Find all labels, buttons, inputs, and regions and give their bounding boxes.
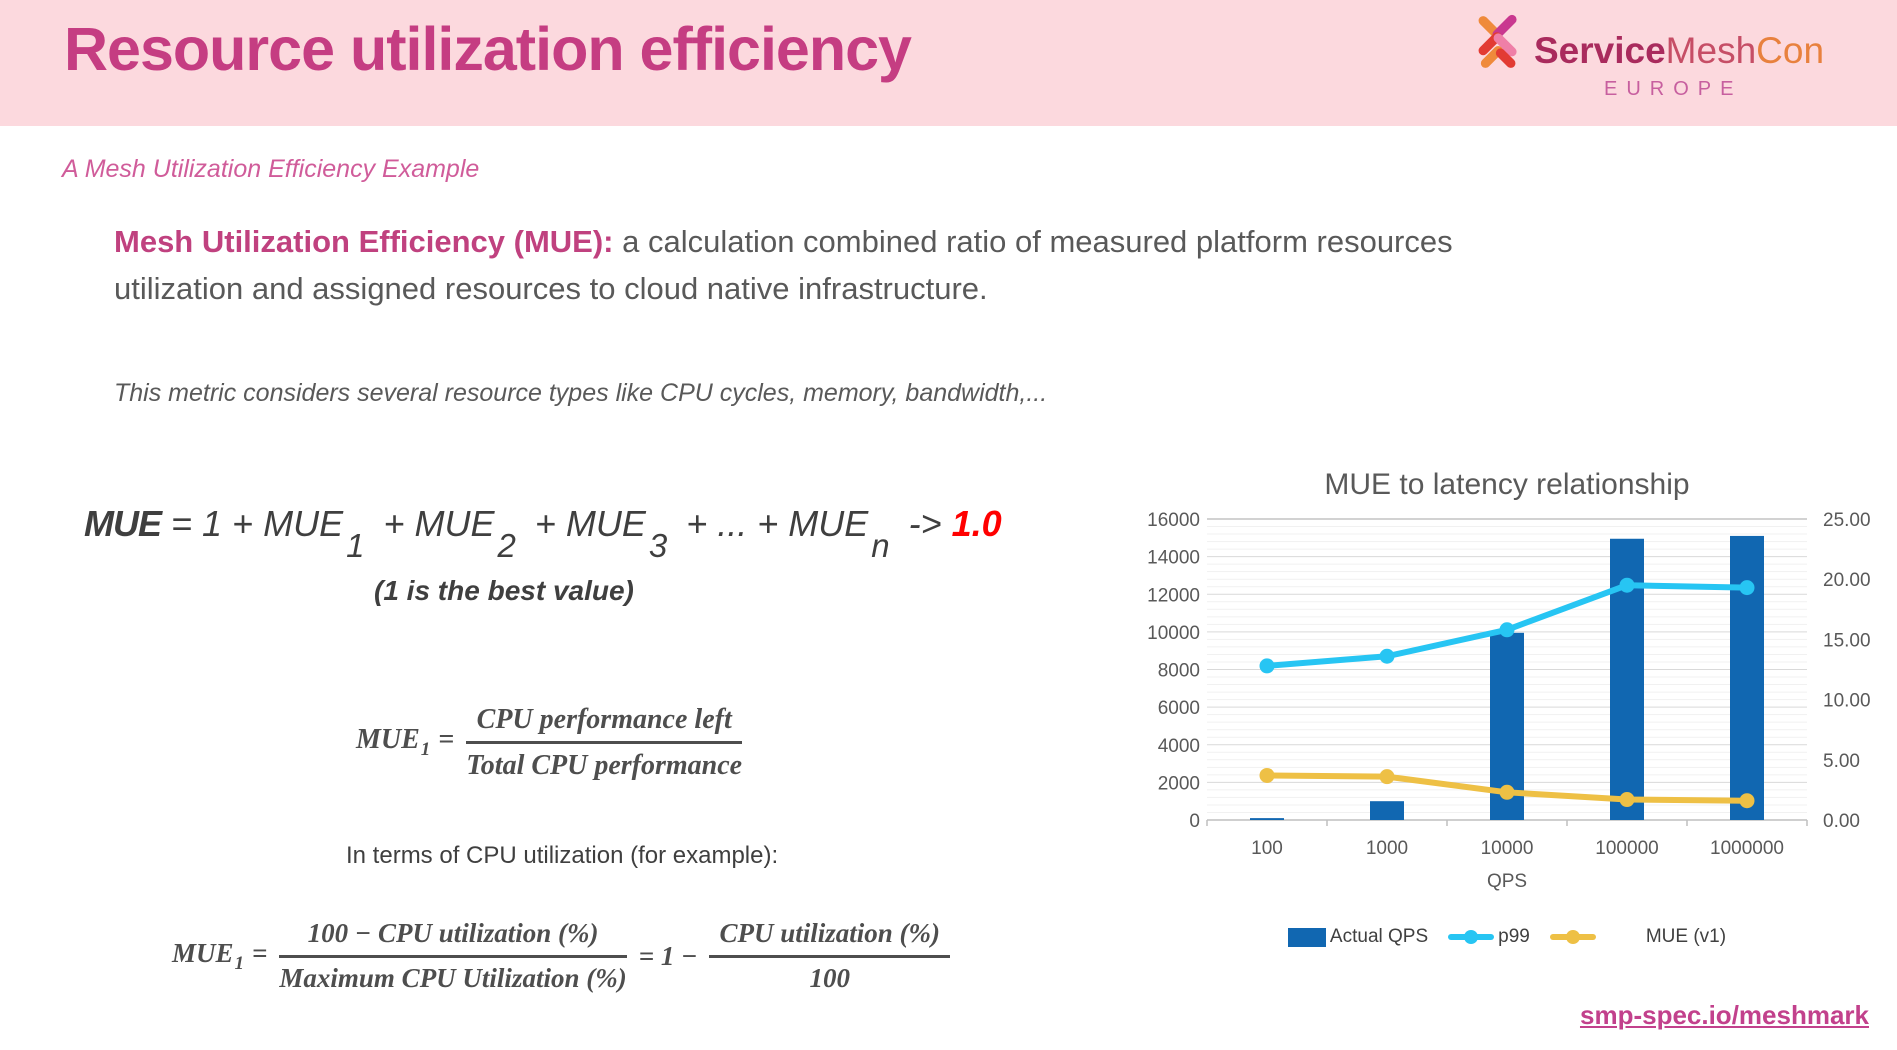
chart-plot-area: 0 2000 4000 6000 8000 10000 12000 14000 16000 0.0… — [1147, 510, 1871, 892]
servicemeshcon-logo-icon — [1478, 14, 1517, 68]
logo-con: Con — [1756, 30, 1825, 71]
chart-legend: Actual QPS p99 MUE (v1) — [1207, 926, 1807, 948]
legend-item-actual-qps: Actual QPS — [1287, 926, 1429, 948]
fraction-denominator: Maximum CPU Utilization (%) — [279, 962, 627, 993]
servicemeshcon-logo: ServiceMeshCon EUROPE — [1468, 6, 1888, 120]
legend-label: Actual QPS — [1329, 926, 1429, 947]
bar-swatch-icon — [1287, 927, 1326, 947]
metric-note: This metric considers several resource t… — [114, 379, 1048, 407]
subscript-2: 2 — [497, 527, 516, 564]
right-axis-label: 20.00 — [1823, 570, 1871, 591]
legend-item-p99: p99 — [1448, 926, 1530, 948]
logo-mesh: Mesh — [1665, 30, 1757, 71]
logo-service: Service — [1534, 30, 1666, 71]
formula-part: + MUE — [524, 503, 646, 544]
intro-paragraph: Mesh Utilization Efficiency (MUE): a cal… — [114, 218, 1714, 312]
line-marker-icon — [1448, 930, 1495, 944]
left-axis-label: 14000 — [1147, 548, 1200, 569]
fraction: CPU utilization (%) 100 — [709, 918, 950, 995]
x-category-label: 100 — [1251, 838, 1283, 859]
mue1-lhs: MUE1 = — [172, 937, 268, 974]
header-band: Resource utilization efficiency ServiceM… — [0, 0, 1897, 126]
left-axis-label: 10000 — [1147, 623, 1200, 644]
formula-mid: = 1 − — [638, 940, 698, 971]
logo-region: EUROPE — [1604, 78, 1743, 100]
formula-part: + ... + MUE — [676, 503, 869, 544]
point-dot — [1379, 769, 1395, 785]
fraction: CPU performance left Total CPU performan… — [466, 703, 743, 782]
left-axis-label: 0 — [1189, 811, 1200, 832]
point-dot — [1739, 793, 1755, 809]
x-axis-title: QPS — [1487, 871, 1527, 892]
meshmark-link[interactable]: smp-spec.io/meshmark — [1579, 1000, 1869, 1030]
fraction-numerator: CPU performance left — [466, 703, 743, 745]
servicemeshcon-wordmark: ServiceMeshCon — [1534, 30, 1824, 72]
mue1-cpu-formula: MUE1 = 100 − CPU utilization (%) Maximum … — [172, 918, 950, 995]
fraction-denominator: 100 — [809, 962, 850, 993]
fraction-numerator: 100 − CPU utilization (%) — [279, 918, 627, 958]
line-marker-icon — [1549, 930, 1596, 944]
point-dot — [1619, 577, 1635, 593]
chart-title: MUE to latency relationship — [1324, 468, 1690, 501]
right-axis-label: 0.00 — [1823, 811, 1860, 832]
subscript-3: 3 — [648, 527, 668, 564]
right-axis-label: 15.00 — [1823, 630, 1871, 651]
point-dot — [1619, 792, 1635, 808]
right-axis-label: 5.00 — [1823, 751, 1860, 772]
x-category-label: 1000000 — [1710, 838, 1784, 859]
fraction: 100 − CPU utilization (%) Maximum CPU Ut… — [279, 918, 627, 995]
left-axis-label: 12000 — [1147, 585, 1200, 606]
point-dot-icon — [1464, 930, 1479, 944]
intro-text-line1: a calculation combined ratio of measured… — [613, 224, 1453, 259]
mue1-definition-formula: MUE1 = CPU performance left Total CPU per… — [356, 703, 743, 782]
page-title: Resource utilization efficiency — [64, 15, 912, 83]
fraction-numerator: CPU utilization (%) — [709, 918, 950, 958]
legend-label: MUE (v1) — [1645, 926, 1727, 947]
chart-mue-latency: MUE to latency relationship 0 2000 4000 600… — [1140, 450, 1885, 990]
left-axis-label: 2000 — [1158, 773, 1200, 794]
subscript-n: n — [871, 527, 890, 564]
cpu-utilization-caption: In terms of CPU utilization (for example… — [346, 842, 779, 869]
point-dot — [1259, 767, 1275, 783]
mue-sum-formula: MUE = 1 + MUE1 + MUE2 + MUE3 + ... + MUE… — [84, 503, 1002, 564]
legend-item-mue-v1: MUE (v1) — [1549, 926, 1727, 948]
point-dot — [1499, 784, 1515, 800]
x-category-label: 100000 — [1595, 838, 1658, 859]
left-axis-label: 8000 — [1158, 661, 1200, 682]
point-dot — [1379, 648, 1395, 664]
left-axis-label: 4000 — [1158, 736, 1200, 757]
point-dot — [1739, 580, 1755, 596]
right-axis-label: 25.00 — [1823, 510, 1871, 531]
point-dot — [1259, 658, 1275, 674]
intro-text-line2: utilization and assigned resources to cl… — [114, 271, 988, 306]
mue1-lhs: MUE1 = — [356, 724, 455, 761]
bar — [1370, 801, 1404, 820]
arrow-text: -> — [898, 503, 952, 544]
formula-part: = 1 + MUE — [161, 503, 344, 544]
best-value-note: (1 is the best value) — [374, 575, 634, 606]
mue-term: MUE — [84, 503, 162, 544]
subscript-1: 1 — [346, 527, 365, 564]
slide-subtitle: A Mesh Utilization Efficiency Example — [62, 155, 480, 183]
intro-term: Mesh Utilization Efficiency (MUE): — [114, 224, 614, 259]
fraction-denominator: Total CPU performance — [466, 750, 743, 782]
legend-label: p99 — [1498, 926, 1530, 947]
bar — [1730, 535, 1764, 820]
left-axis-label: 16000 — [1147, 510, 1200, 531]
x-category-label: 10000 — [1481, 838, 1534, 859]
target-value: 1.0 — [951, 503, 1002, 544]
x-category-label: 1000 — [1366, 838, 1408, 859]
formula-part: + MUE — [373, 503, 495, 544]
point-dot — [1499, 622, 1515, 638]
bar — [1250, 818, 1284, 820]
point-dot-icon — [1565, 930, 1580, 944]
right-axis-label: 10.00 — [1823, 691, 1871, 712]
left-axis-label: 6000 — [1158, 698, 1200, 719]
